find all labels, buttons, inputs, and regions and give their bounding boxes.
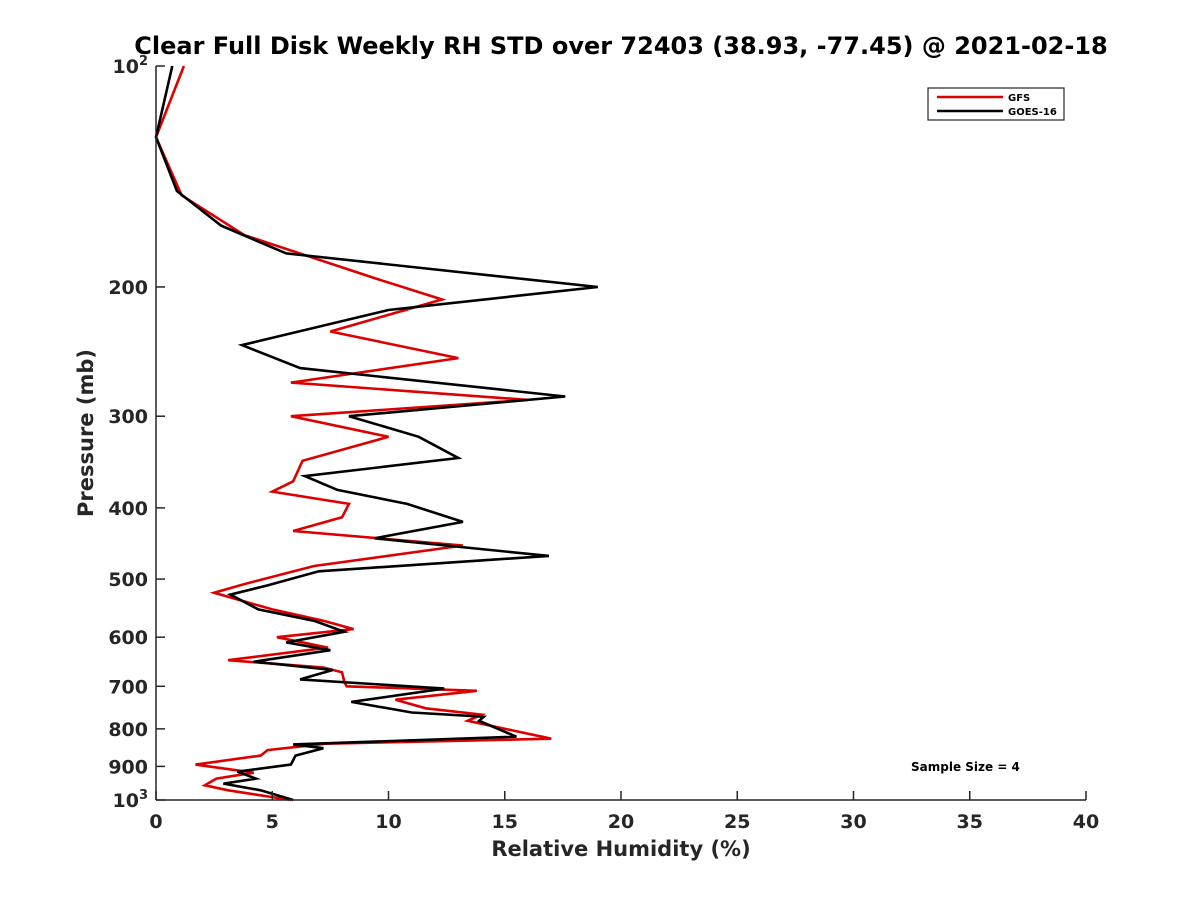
- x-tick-label: 40: [1073, 811, 1099, 833]
- legend-label-goes-16: GOES-16: [1008, 107, 1057, 118]
- legend-box: [927, 87, 1065, 121]
- chart-title: Clear Full Disk Weekly RH STD over 72403…: [134, 32, 1107, 60]
- x-ticks: 0 5 10 15 20 25 30 35 40: [149, 791, 1099, 833]
- y-tick-label: 300: [108, 406, 148, 428]
- x-tick-label: 0: [149, 811, 162, 833]
- x-tick-label: 10: [375, 811, 401, 833]
- legend-label-gfs: GFS: [1008, 93, 1030, 104]
- x-tick-label: 5: [266, 811, 279, 833]
- x-tick-label: 35: [957, 811, 983, 833]
- y-tick-label: 400: [108, 498, 148, 520]
- y-tick-label: 500: [108, 569, 148, 591]
- x-tick-label: 20: [608, 811, 634, 833]
- y-tick-label: 600: [108, 627, 148, 649]
- y-tick-label: 102: [113, 54, 149, 78]
- series-line-goes-16: [154, 65, 598, 802]
- sample-size-annotation: Sample Size = 4: [911, 760, 1020, 774]
- y-tick-label: 200: [108, 277, 148, 299]
- y-axis-title: Pressure (mb): [74, 349, 98, 517]
- x-tick-label: 30: [840, 811, 866, 833]
- x-axis-title: Relative Humidity (%): [491, 837, 750, 861]
- y-tick-label: 900: [108, 756, 148, 778]
- series-layer: [154, 65, 598, 802]
- y-ticks: 102 200 300 400 500 600 700 800 900 103: [108, 54, 165, 812]
- x-tick-label: 15: [492, 811, 518, 833]
- series-line-gfs: [154, 65, 552, 802]
- x-tick-label: 25: [724, 811, 750, 833]
- y-tick-label: 800: [108, 719, 148, 741]
- y-tick-label: 700: [108, 676, 148, 698]
- axes: [155, 66, 1086, 801]
- legend: GFS GOES-16: [927, 87, 1065, 121]
- y-tick-label: 103: [113, 788, 149, 812]
